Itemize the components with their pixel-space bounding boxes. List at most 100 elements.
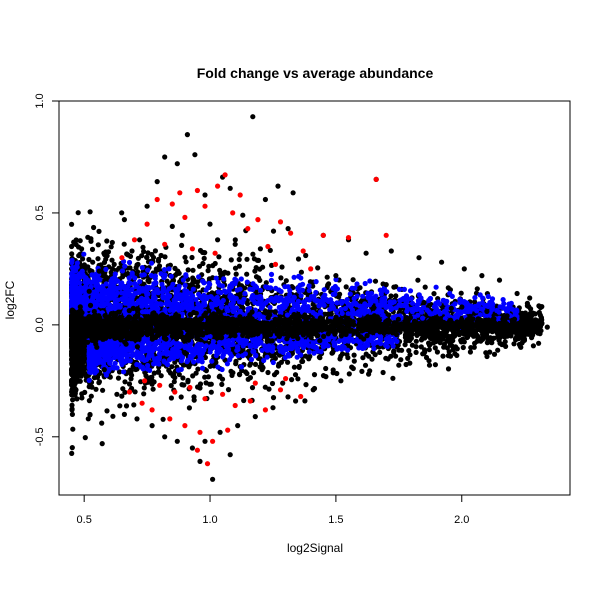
data-point-black bbox=[236, 263, 242, 269]
data-point-blue bbox=[420, 315, 426, 321]
data-point-blue bbox=[365, 290, 371, 296]
data-point-black bbox=[185, 267, 191, 273]
data-point-black bbox=[276, 361, 282, 367]
data-point-black bbox=[88, 393, 94, 399]
data-point-black bbox=[208, 381, 214, 387]
data-point-black bbox=[242, 369, 249, 375]
data-point-black bbox=[232, 265, 239, 271]
data-point-black bbox=[253, 274, 260, 280]
data-point-black bbox=[186, 405, 192, 411]
data-point-blue bbox=[362, 280, 368, 287]
data-point-black bbox=[144, 254, 150, 261]
data-point-black bbox=[69, 243, 75, 250]
data-point-black bbox=[206, 263, 212, 269]
data-point-black bbox=[250, 251, 256, 257]
data-point-black bbox=[323, 365, 329, 372]
data-point-black bbox=[307, 353, 313, 359]
data-point-blue bbox=[221, 276, 227, 282]
data-point-black bbox=[458, 290, 464, 296]
data-point-black bbox=[126, 381, 133, 387]
data-point-black bbox=[96, 228, 102, 234]
data-point-black bbox=[219, 376, 226, 382]
data-point-black bbox=[176, 270, 182, 276]
data-point-blue bbox=[148, 260, 155, 266]
data-point-black bbox=[362, 362, 369, 368]
data-point-black bbox=[339, 351, 346, 357]
data-point-blue bbox=[257, 287, 264, 293]
data-point-black bbox=[461, 339, 467, 345]
data-point-black bbox=[241, 397, 247, 404]
data-point-black bbox=[432, 362, 438, 368]
data-point-black bbox=[89, 246, 96, 252]
data-point-black bbox=[152, 248, 158, 254]
data-point-black bbox=[418, 344, 424, 350]
data-point-black bbox=[109, 257, 115, 263]
data-point-black bbox=[247, 375, 253, 381]
data-point-black bbox=[413, 338, 419, 344]
data-point-black bbox=[104, 408, 110, 414]
data-point-blue bbox=[389, 300, 395, 306]
data-point-black bbox=[311, 372, 318, 378]
data-point-black bbox=[127, 265, 133, 271]
data-point-black bbox=[472, 299, 478, 305]
data-point-blue bbox=[137, 279, 143, 285]
data-point-black bbox=[71, 383, 77, 389]
data-point-black bbox=[426, 347, 432, 353]
data-point-black bbox=[69, 406, 75, 412]
data-point-black bbox=[334, 370, 340, 377]
data-point-black bbox=[189, 254, 195, 261]
data-point-black bbox=[388, 353, 394, 359]
data-point-black bbox=[82, 435, 88, 441]
data-point-black bbox=[315, 265, 321, 271]
data-point-black bbox=[393, 293, 399, 299]
data-point-blue bbox=[321, 287, 327, 293]
data-point-black bbox=[190, 277, 196, 283]
data-point-black bbox=[69, 251, 75, 257]
data-point-black bbox=[360, 355, 366, 361]
data-point-blue bbox=[119, 268, 126, 274]
data-point-blue bbox=[351, 296, 357, 302]
data-point-blue bbox=[166, 286, 172, 292]
data-point-black bbox=[75, 210, 81, 216]
data-point-blue bbox=[237, 286, 243, 292]
data-point-black bbox=[260, 365, 266, 371]
data-point-black bbox=[69, 221, 75, 227]
data-point-black bbox=[212, 260, 218, 267]
data-point-black bbox=[79, 246, 85, 252]
data-point-black bbox=[228, 368, 234, 374]
data-point-black bbox=[380, 369, 386, 376]
data-point-blue bbox=[282, 284, 288, 290]
data-point-black bbox=[133, 366, 139, 373]
data-point-blue bbox=[208, 294, 214, 300]
data-point-black bbox=[421, 350, 427, 356]
data-point-black bbox=[110, 413, 116, 419]
data-point-black bbox=[491, 351, 498, 357]
data-point-black bbox=[351, 358, 357, 364]
data-point-blue bbox=[334, 300, 340, 306]
data-point-black bbox=[149, 374, 155, 380]
data-point-black bbox=[237, 251, 243, 257]
data-point-black bbox=[155, 267, 162, 273]
data-point-black bbox=[82, 389, 88, 395]
data-point-black bbox=[351, 352, 357, 358]
data-point-black bbox=[460, 344, 466, 351]
data-point-black bbox=[369, 356, 375, 362]
data-point-black bbox=[248, 360, 254, 366]
data-point-black bbox=[502, 339, 508, 345]
data-point-black bbox=[343, 284, 349, 290]
data-point-black bbox=[71, 239, 77, 245]
data-point-black bbox=[251, 370, 257, 376]
data-point-black bbox=[90, 259, 96, 265]
data-point-black bbox=[185, 377, 191, 383]
data-point-blue bbox=[159, 281, 165, 287]
data-point-black bbox=[197, 247, 204, 254]
data-point-black bbox=[484, 353, 490, 360]
data-point-blue bbox=[472, 295, 478, 301]
data-point-black bbox=[390, 375, 396, 381]
data-point-black bbox=[532, 311, 538, 317]
data-point-black bbox=[101, 259, 108, 265]
data-point-black bbox=[135, 261, 141, 267]
data-point-black bbox=[495, 347, 501, 353]
data-point-black bbox=[74, 396, 80, 402]
data-point-black bbox=[191, 397, 197, 403]
